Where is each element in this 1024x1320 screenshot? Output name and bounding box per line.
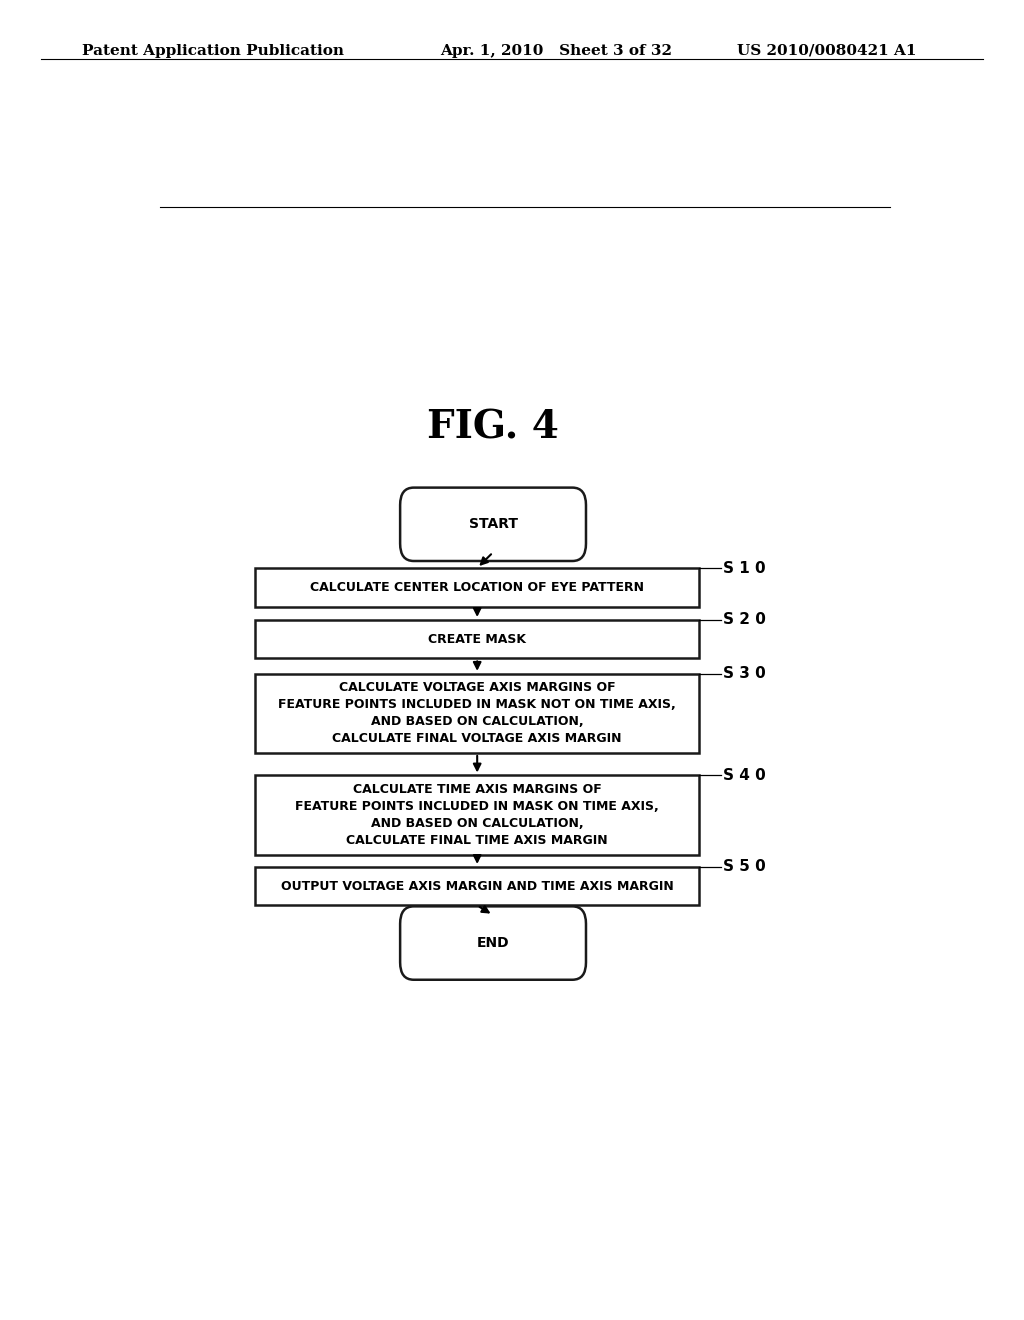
Text: OUTPUT VOLTAGE AXIS MARGIN AND TIME AXIS MARGIN: OUTPUT VOLTAGE AXIS MARGIN AND TIME AXIS… bbox=[281, 879, 674, 892]
Bar bbox=[255, 673, 699, 752]
FancyBboxPatch shape bbox=[400, 907, 586, 979]
Text: CALCULATE TIME AXIS MARGINS OF
FEATURE POINTS INCLUDED IN MASK ON TIME AXIS,
AND: CALCULATE TIME AXIS MARGINS OF FEATURE P… bbox=[295, 783, 659, 847]
Bar bbox=[255, 568, 699, 607]
Text: CALCULATE CENTER LOCATION OF EYE PATTERN: CALCULATE CENTER LOCATION OF EYE PATTERN bbox=[310, 581, 644, 594]
Text: S 4 0: S 4 0 bbox=[723, 768, 766, 783]
Text: Patent Application Publication: Patent Application Publication bbox=[82, 44, 344, 58]
Bar bbox=[255, 775, 699, 854]
Text: FIG. 4: FIG. 4 bbox=[427, 409, 559, 446]
Text: Apr. 1, 2010   Sheet 3 of 32: Apr. 1, 2010 Sheet 3 of 32 bbox=[440, 44, 673, 58]
Text: CALCULATE VOLTAGE AXIS MARGINS OF
FEATURE POINTS INCLUDED IN MASK NOT ON TIME AX: CALCULATE VOLTAGE AXIS MARGINS OF FEATUR… bbox=[279, 681, 676, 746]
Bar bbox=[255, 867, 699, 906]
Text: END: END bbox=[477, 936, 509, 950]
Bar bbox=[255, 620, 699, 659]
Text: S 1 0: S 1 0 bbox=[723, 561, 766, 576]
FancyBboxPatch shape bbox=[400, 487, 586, 561]
Text: S 5 0: S 5 0 bbox=[723, 859, 766, 874]
Text: S 3 0: S 3 0 bbox=[723, 667, 766, 681]
Text: START: START bbox=[469, 517, 517, 532]
Text: S 2 0: S 2 0 bbox=[723, 612, 766, 627]
Text: US 2010/0080421 A1: US 2010/0080421 A1 bbox=[737, 44, 916, 58]
Text: CREATE MASK: CREATE MASK bbox=[428, 632, 526, 645]
